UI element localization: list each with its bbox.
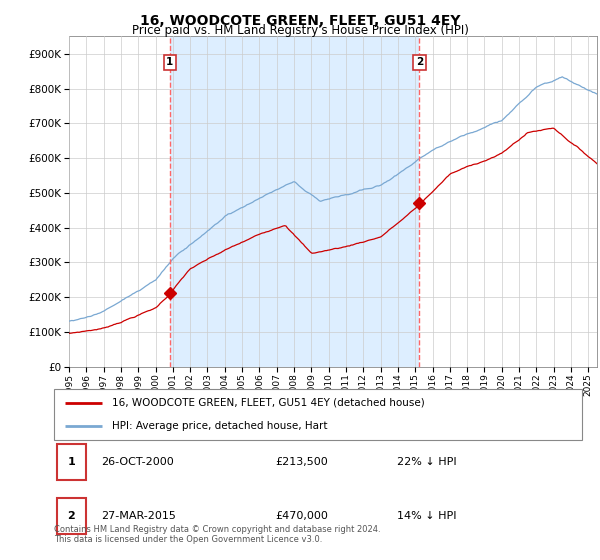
Text: 27-MAR-2015: 27-MAR-2015: [101, 511, 176, 521]
Text: Price paid vs. HM Land Registry's House Price Index (HPI): Price paid vs. HM Land Registry's House …: [131, 24, 469, 37]
Text: 22% ↓ HPI: 22% ↓ HPI: [397, 457, 457, 467]
Text: 1: 1: [67, 457, 75, 467]
Bar: [170, 36, 419, 367]
Text: 16, WOODCOTE GREEN, FLEET, GU51 4EY (detached house): 16, WOODCOTE GREEN, FLEET, GU51 4EY (det…: [112, 398, 425, 408]
Bar: [56, 445, 86, 479]
Text: Contains HM Land Registry data © Crown copyright and database right 2024.
This d: Contains HM Land Registry data © Crown c…: [54, 525, 380, 544]
Text: 16, WOODCOTE GREEN, FLEET, GU51 4EY: 16, WOODCOTE GREEN, FLEET, GU51 4EY: [140, 14, 460, 28]
Text: 26-OCT-2000: 26-OCT-2000: [101, 457, 174, 467]
Text: £213,500: £213,500: [276, 457, 329, 467]
Bar: [56, 498, 86, 534]
Text: 2: 2: [416, 58, 423, 68]
Text: HPI: Average price, detached house, Hart: HPI: Average price, detached house, Hart: [112, 421, 328, 431]
Text: £470,000: £470,000: [276, 511, 329, 521]
Text: 2: 2: [67, 511, 75, 521]
Text: 1: 1: [166, 58, 173, 68]
Text: 14% ↓ HPI: 14% ↓ HPI: [397, 511, 457, 521]
